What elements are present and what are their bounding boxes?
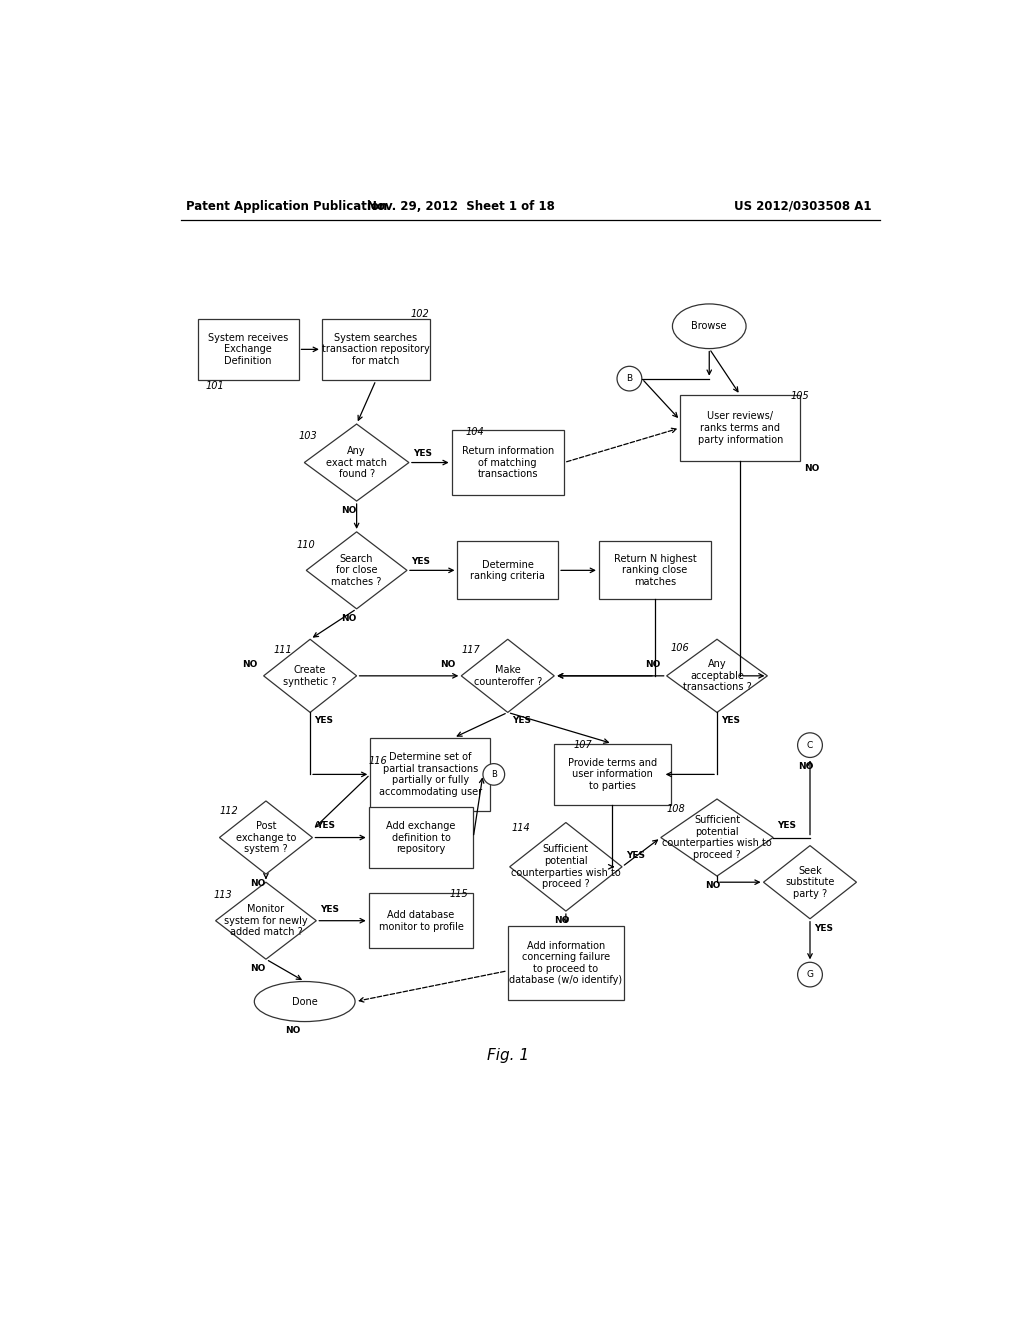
Polygon shape: [263, 639, 356, 713]
Text: Patent Application Publication: Patent Application Publication: [186, 199, 387, 213]
FancyBboxPatch shape: [452, 430, 564, 495]
Circle shape: [798, 962, 822, 987]
Text: B: B: [627, 374, 633, 383]
Text: YES: YES: [411, 557, 430, 565]
Circle shape: [617, 367, 642, 391]
Text: 115: 115: [450, 888, 468, 899]
Text: NO: NO: [286, 1027, 301, 1035]
Text: 112: 112: [219, 807, 239, 816]
Circle shape: [483, 763, 505, 785]
Text: NO: NO: [645, 660, 660, 669]
Text: G: G: [807, 970, 813, 979]
Text: Done: Done: [292, 997, 317, 1007]
Text: 116: 116: [369, 755, 387, 766]
Text: NO: NO: [554, 916, 569, 925]
Text: NO: NO: [242, 660, 257, 669]
Text: 106: 106: [671, 643, 689, 653]
Text: YES: YES: [512, 715, 530, 725]
Polygon shape: [667, 639, 767, 713]
Text: Create
synthetic ?: Create synthetic ?: [284, 665, 337, 686]
Text: Post
exchange to
system ?: Post exchange to system ?: [236, 821, 296, 854]
Ellipse shape: [254, 982, 355, 1022]
Text: YES: YES: [721, 715, 740, 725]
Text: US 2012/0303508 A1: US 2012/0303508 A1: [734, 199, 872, 213]
Text: YES: YES: [626, 851, 645, 859]
Text: Return information
of matching
transactions: Return information of matching transacti…: [462, 446, 554, 479]
Text: Add database
monitor to profile: Add database monitor to profile: [379, 909, 464, 932]
Text: NO: NO: [706, 880, 721, 890]
FancyBboxPatch shape: [369, 892, 473, 948]
Ellipse shape: [673, 304, 746, 348]
FancyBboxPatch shape: [508, 927, 624, 999]
FancyBboxPatch shape: [369, 807, 473, 869]
Text: NO: NO: [439, 660, 455, 669]
FancyBboxPatch shape: [458, 541, 558, 599]
Text: 107: 107: [573, 741, 592, 750]
Text: 111: 111: [273, 644, 293, 655]
Text: Sufficient
potential
counterparties wish to
proceed ?: Sufficient potential counterparties wish…: [663, 816, 772, 859]
Text: Determine
ranking criteria: Determine ranking criteria: [470, 560, 545, 581]
Text: Determine set of
partial transactions
partially or fully
accommodating user: Determine set of partial transactions pa…: [379, 752, 482, 797]
Text: Search
for close
matches ?: Search for close matches ?: [332, 554, 382, 587]
FancyBboxPatch shape: [599, 541, 712, 599]
Text: NO: NO: [799, 762, 814, 771]
Text: 103: 103: [299, 430, 317, 441]
Text: 104: 104: [465, 426, 484, 437]
Text: Provide terms and
user information
to parties: Provide terms and user information to pa…: [568, 758, 657, 791]
Text: System receives
Exchange
Definition: System receives Exchange Definition: [208, 333, 288, 366]
Text: Seek
substitute
party ?: Seek substitute party ?: [785, 866, 835, 899]
Text: 102: 102: [411, 309, 430, 319]
Text: Fig. 1: Fig. 1: [486, 1048, 528, 1063]
Text: NO: NO: [804, 463, 819, 473]
Text: C: C: [807, 741, 813, 750]
Text: 117: 117: [461, 644, 480, 655]
FancyBboxPatch shape: [371, 738, 490, 810]
Text: NO: NO: [341, 506, 356, 515]
Text: Return N highest
ranking close
matches: Return N highest ranking close matches: [613, 554, 696, 587]
Text: Add information
concerning failure
to proceed to
database (w/o identify): Add information concerning failure to pr…: [509, 941, 623, 986]
Polygon shape: [219, 801, 312, 874]
FancyBboxPatch shape: [198, 318, 299, 380]
Text: Any
exact match
found ?: Any exact match found ?: [326, 446, 387, 479]
Text: YES: YES: [321, 904, 339, 913]
Polygon shape: [216, 882, 316, 960]
Text: YES: YES: [777, 821, 796, 830]
FancyBboxPatch shape: [554, 743, 671, 805]
Text: B: B: [490, 770, 497, 779]
Text: Monitor
system for newly
added match ?: Monitor system for newly added match ?: [224, 904, 308, 937]
Text: NO: NO: [251, 879, 266, 888]
Text: NO: NO: [251, 964, 266, 973]
Polygon shape: [510, 822, 622, 911]
Text: Sufficient
potential
counterparties wish to
proceed ?: Sufficient potential counterparties wish…: [511, 845, 621, 890]
Polygon shape: [461, 639, 554, 713]
Text: Add exchange
definition to
repository: Add exchange definition to repository: [386, 821, 456, 854]
FancyBboxPatch shape: [680, 395, 801, 461]
Text: 108: 108: [667, 804, 685, 814]
Polygon shape: [304, 424, 409, 502]
Text: Nov. 29, 2012  Sheet 1 of 18: Nov. 29, 2012 Sheet 1 of 18: [368, 199, 555, 213]
Circle shape: [798, 733, 822, 758]
Text: YES: YES: [413, 449, 432, 458]
Polygon shape: [660, 799, 773, 876]
Polygon shape: [306, 532, 407, 609]
Text: YES: YES: [814, 924, 833, 932]
Text: Browse: Browse: [691, 321, 727, 331]
Text: Any
acceptable
transactions ?: Any acceptable transactions ?: [683, 659, 752, 693]
Text: 113: 113: [213, 890, 232, 900]
Text: System searches
transaction repository
for match: System searches transaction repository f…: [323, 333, 430, 366]
Text: NO: NO: [341, 614, 356, 623]
Text: User reviews/
ranks terms and
party information: User reviews/ ranks terms and party info…: [697, 412, 783, 445]
Text: 101: 101: [206, 380, 224, 391]
Polygon shape: [764, 846, 856, 919]
Text: Make
counteroffer ?: Make counteroffer ?: [474, 665, 542, 686]
FancyBboxPatch shape: [322, 318, 430, 380]
Text: YES: YES: [316, 821, 335, 830]
Text: 105: 105: [791, 391, 809, 400]
Text: 110: 110: [297, 540, 315, 550]
Text: YES: YES: [314, 715, 333, 725]
Text: 114: 114: [512, 824, 530, 833]
